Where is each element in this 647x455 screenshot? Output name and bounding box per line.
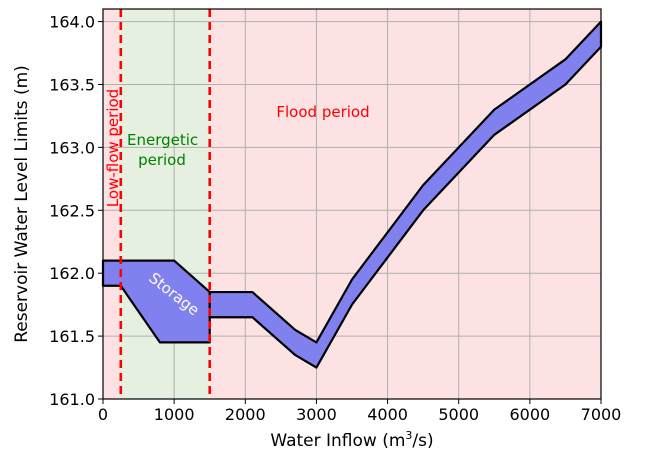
region-0 (103, 9, 121, 399)
annotation-energetic-line1: Energetic (127, 131, 198, 149)
y-tick-label-2: 162.0 (49, 264, 95, 283)
annotation-flood: Flood period (276, 103, 369, 121)
x-axis-label: Water Inflow (m3/s) (270, 429, 433, 451)
plot-frame (102, 8, 602, 400)
annotation-energetic-line2: period (138, 151, 186, 169)
y-tick-label-0: 161.0 (49, 390, 95, 409)
x-tick-label-6: 6000 (509, 405, 550, 424)
boundary-layer (119, 9, 212, 399)
x-tick-label-7: 7000 (581, 405, 622, 424)
y-tick-label-6: 164.0 (49, 13, 95, 32)
y-tick-layer: 161.0 161.5 162.0 162.5 163.0 163.5 164.0 (49, 13, 103, 409)
y-tick-label-1: 161.5 (49, 327, 95, 346)
x-tick-label-4: 4000 (367, 405, 408, 424)
annotation-low-flow: Low-flow period (104, 89, 122, 207)
x-axis-label-sup: 3 (405, 429, 412, 442)
y-tick-label-5: 163.5 (49, 75, 95, 94)
band-0 (101, 259, 211, 344)
x-tick-label-5: 5000 (438, 405, 479, 424)
annotation-energetic: Energetic period (127, 131, 203, 169)
y-tick-label-4: 163.0 (49, 138, 95, 157)
region-2 (209, 9, 601, 399)
band-layer (101, 20, 603, 369)
x-tick-layer: 0 1000 2000 3000 4000 5000 6000 7000 (98, 399, 621, 424)
x-tick-label-3: 3000 (296, 405, 337, 424)
x-tick-label-2: 2000 (225, 405, 266, 424)
x-tick-label-1: 1000 (154, 405, 195, 424)
y-tick-label-3: 162.5 (49, 201, 95, 220)
y-axis-label: Reservoir Water Level Limits (m) (12, 65, 32, 343)
x-axis-label-main: Water Inflow (m (270, 431, 405, 451)
x-tick-label-0: 0 (98, 405, 108, 424)
x-axis-label-tail: /s) (412, 431, 433, 451)
